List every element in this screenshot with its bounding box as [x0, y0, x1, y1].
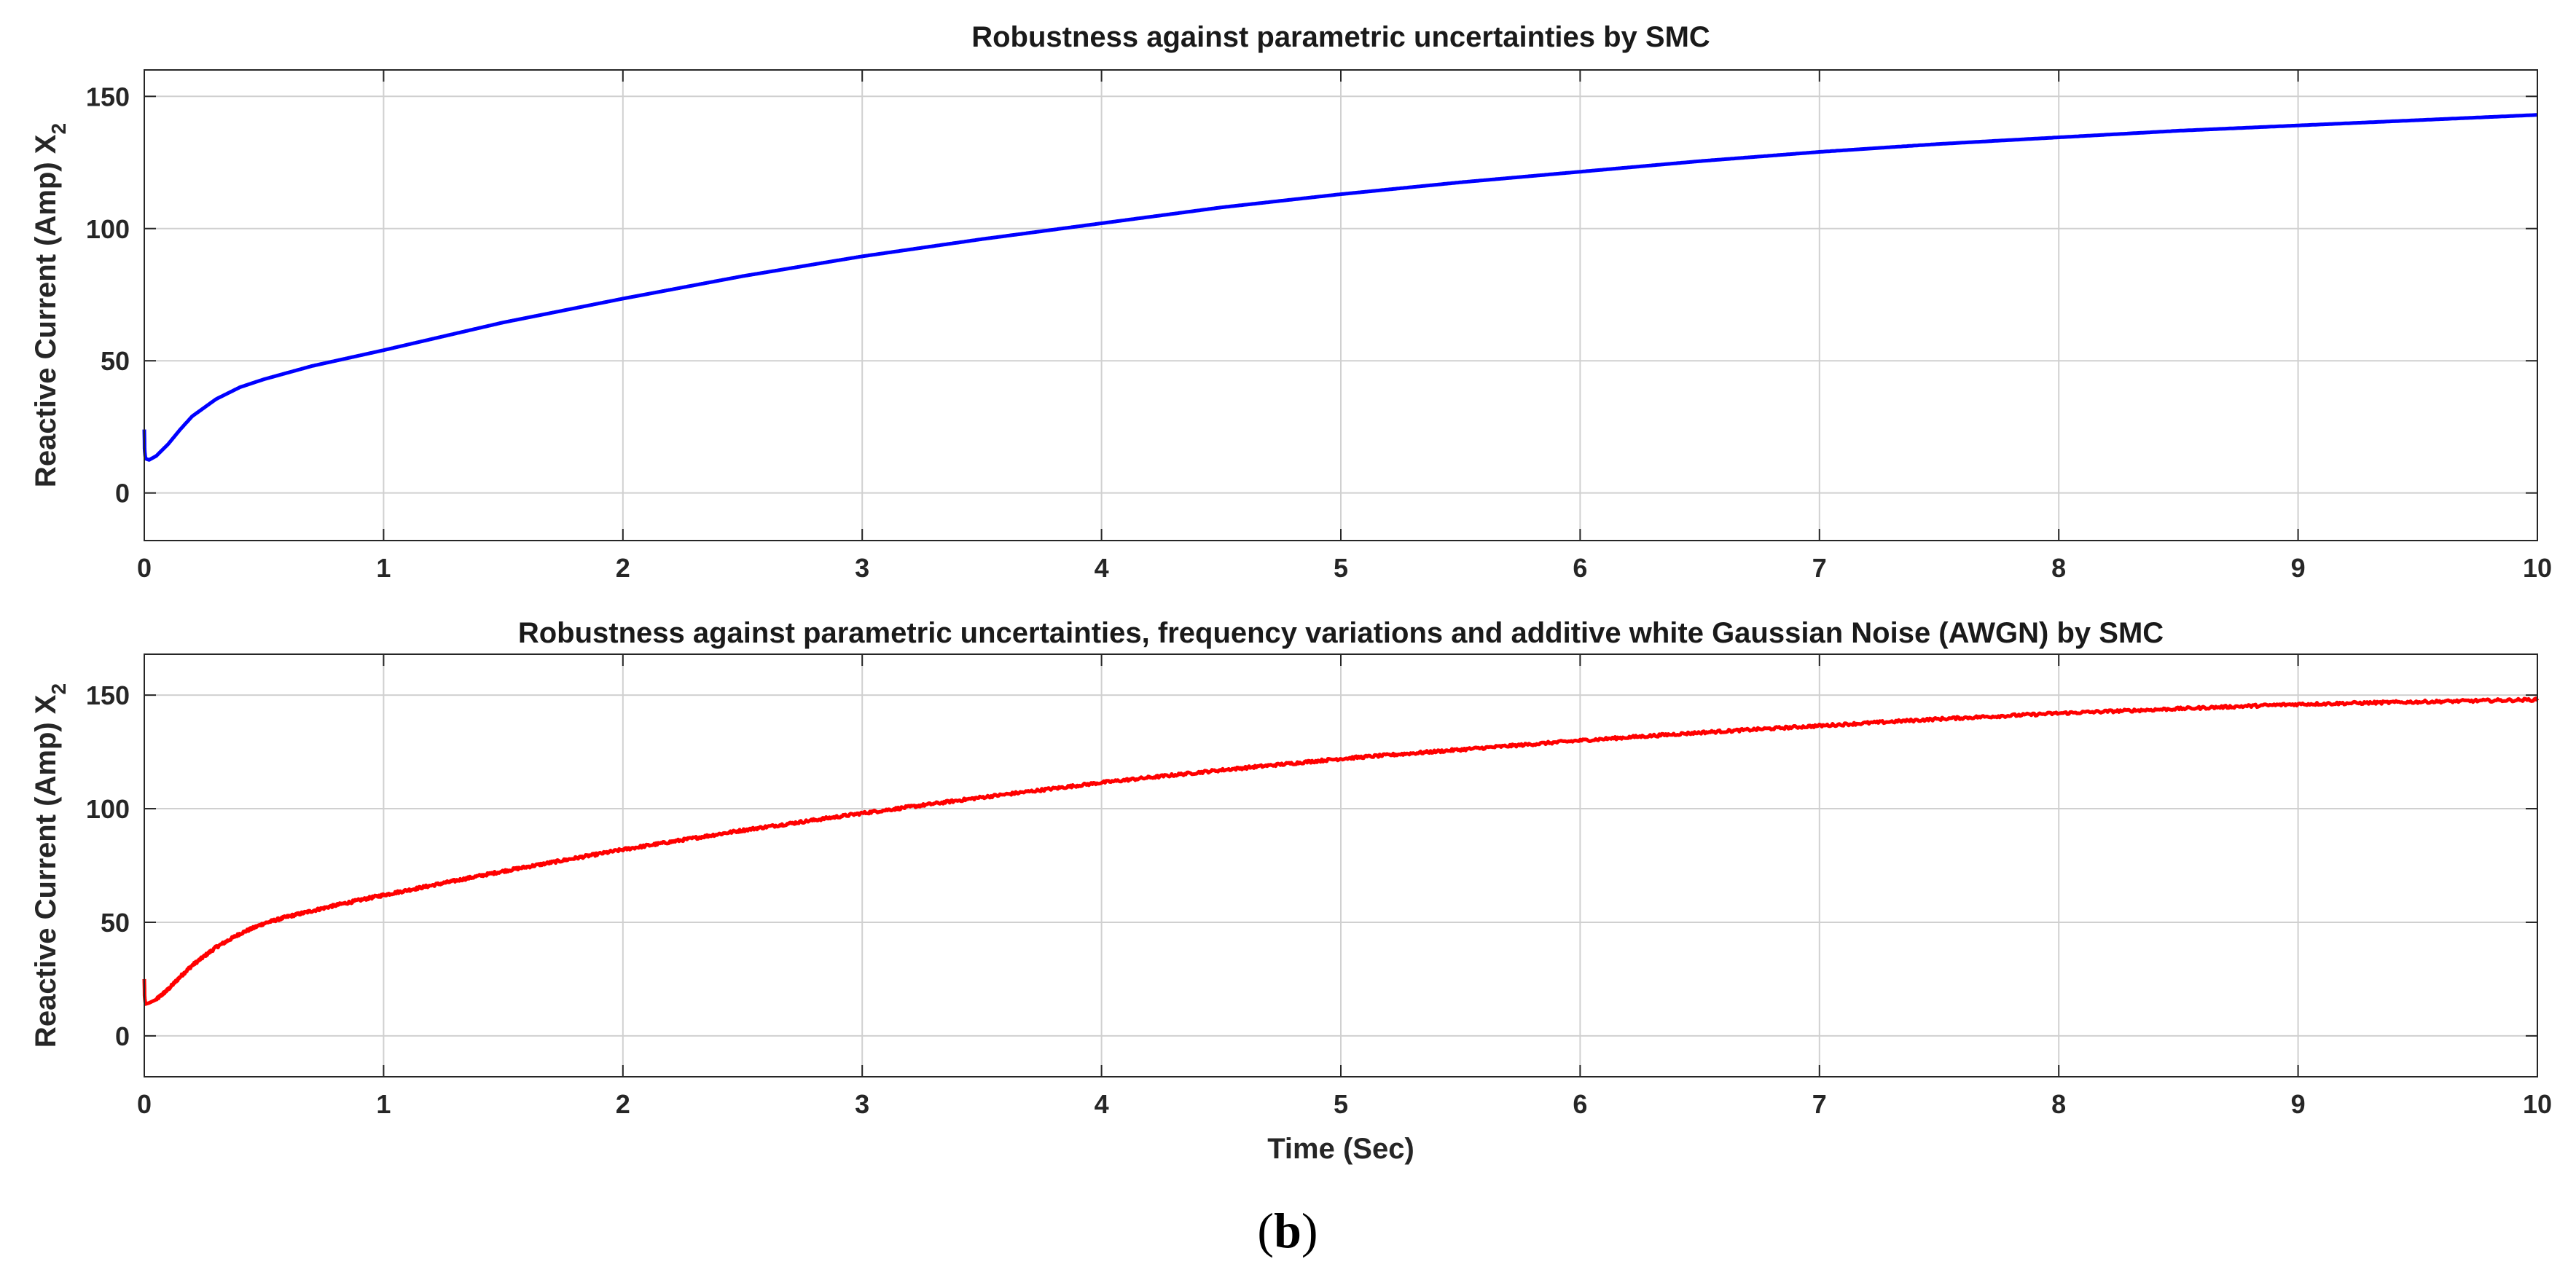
- chart-title: Robustness against parametric uncertaint…: [518, 617, 2164, 649]
- x-tick-label: 2: [616, 1089, 630, 1119]
- x-tick-label: 8: [2051, 1089, 2066, 1119]
- data-series-line: [142, 696, 2540, 1006]
- x-tick-label: 1: [376, 1089, 391, 1119]
- y-axis-label-text: Reactive Current (Amp) X: [30, 694, 62, 1048]
- caption-open-paren: (: [1257, 1203, 1274, 1258]
- x-tick-label: 1: [376, 553, 391, 583]
- x-tick-label: 3: [855, 553, 869, 583]
- y-tick-label: 0: [115, 1021, 130, 1051]
- x-tick-label: 0: [137, 1089, 152, 1119]
- y-tick-label: 100: [86, 794, 130, 824]
- x-tick-label: 4: [1095, 1089, 1109, 1119]
- x-tick-label: 6: [1573, 553, 1587, 583]
- y-tick-label: 50: [101, 346, 130, 376]
- y-tick-label: 100: [86, 214, 130, 244]
- caption-close-paren: ): [1301, 1203, 1318, 1258]
- x-tick-label: 3: [855, 1089, 869, 1119]
- y-axis-label-subscript: 2: [47, 683, 70, 695]
- data-series-line: [142, 113, 2538, 462]
- x-tick-label: 8: [2051, 553, 2066, 583]
- figure-caption: (b): [1257, 1203, 1318, 1258]
- x-tick-label: 9: [2291, 1089, 2306, 1119]
- x-tick-label: 7: [1812, 1089, 1827, 1119]
- x-tick-label: 7: [1812, 553, 1827, 583]
- x-tick-label: 2: [616, 553, 630, 583]
- caption-letter: b: [1274, 1203, 1301, 1258]
- y-axis-label: Reactive Current (Amp) X2: [30, 683, 70, 1048]
- chart-title: Robustness against parametric uncertaint…: [971, 21, 1710, 53]
- x-tick-label: 9: [2291, 553, 2306, 583]
- y-tick-label: 50: [101, 908, 130, 938]
- y-axis-label-subscript: 2: [47, 123, 70, 135]
- x-tick-label: 5: [1334, 553, 1348, 583]
- x-tick-label: 10: [2523, 553, 2552, 583]
- x-tick-label: 6: [1573, 1089, 1587, 1119]
- x-tick-label: 10: [2523, 1089, 2552, 1119]
- y-tick-label: 0: [115, 479, 130, 509]
- y-tick-label: 150: [86, 680, 130, 710]
- x-tick-label: 0: [137, 553, 152, 583]
- y-tick-label: 150: [86, 82, 130, 111]
- x-tick-label: 4: [1095, 553, 1109, 583]
- x-axis-label: Time (Sec): [1267, 1133, 1414, 1165]
- y-axis-label: Reactive Current (Amp) X2: [30, 123, 70, 487]
- y-axis-label-text: Reactive Current (Amp) X: [30, 134, 62, 487]
- x-tick-label: 5: [1334, 1089, 1348, 1119]
